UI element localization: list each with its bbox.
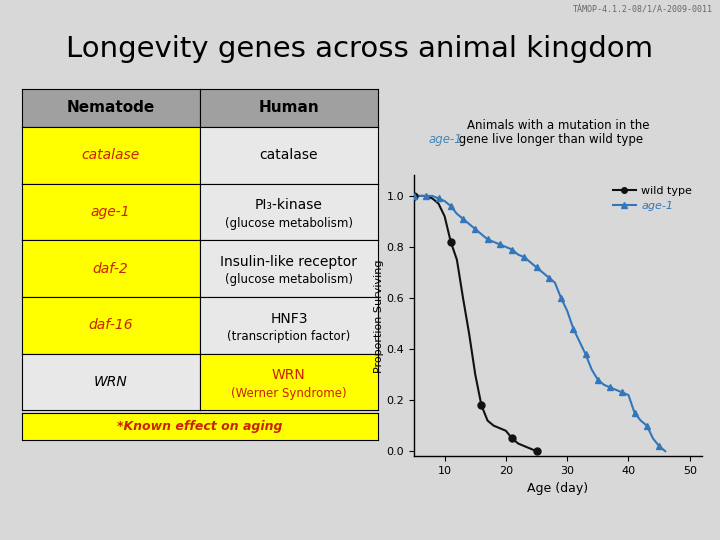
Text: age-1: age-1	[428, 133, 462, 146]
Text: Animals with a mutation in the: Animals with a mutation in the	[467, 119, 649, 132]
Text: daf-2: daf-2	[93, 262, 129, 275]
Text: HNF3: HNF3	[270, 312, 307, 326]
Text: Nematode: Nematode	[66, 100, 155, 116]
Text: Insulin-like receptor: Insulin-like receptor	[220, 255, 357, 269]
Text: age-1: age-1	[91, 205, 130, 219]
Text: TÁMOP-4.1.2-08/1/A-2009-0011: TÁMOP-4.1.2-08/1/A-2009-0011	[573, 5, 713, 15]
Text: catalase: catalase	[81, 148, 140, 162]
Text: *Known effect on aging: *Known effect on aging	[117, 420, 282, 433]
Text: catalase: catalase	[260, 148, 318, 162]
Text: (glucose metabolism): (glucose metabolism)	[225, 217, 353, 230]
Text: PI₃-kinase: PI₃-kinase	[255, 198, 323, 212]
Text: (glucose metabolism): (glucose metabolism)	[225, 273, 353, 287]
Y-axis label: Proportion Surviving: Proportion Surviving	[374, 259, 384, 373]
Text: WRN: WRN	[94, 375, 127, 389]
Text: daf-16: daf-16	[89, 319, 133, 332]
Text: gene live longer than wild type: gene live longer than wild type	[455, 133, 643, 146]
Text: (Werner Syndrome): (Werner Syndrome)	[231, 387, 347, 400]
Text: (transcription factor): (transcription factor)	[228, 330, 351, 343]
Text: Human: Human	[258, 100, 319, 116]
X-axis label: Age (day): Age (day)	[528, 482, 588, 495]
Legend: wild type, age-1: wild type, age-1	[609, 181, 696, 215]
Text: WRN: WRN	[272, 368, 306, 382]
Text: Longevity genes across animal kingdom: Longevity genes across animal kingdom	[66, 35, 654, 63]
